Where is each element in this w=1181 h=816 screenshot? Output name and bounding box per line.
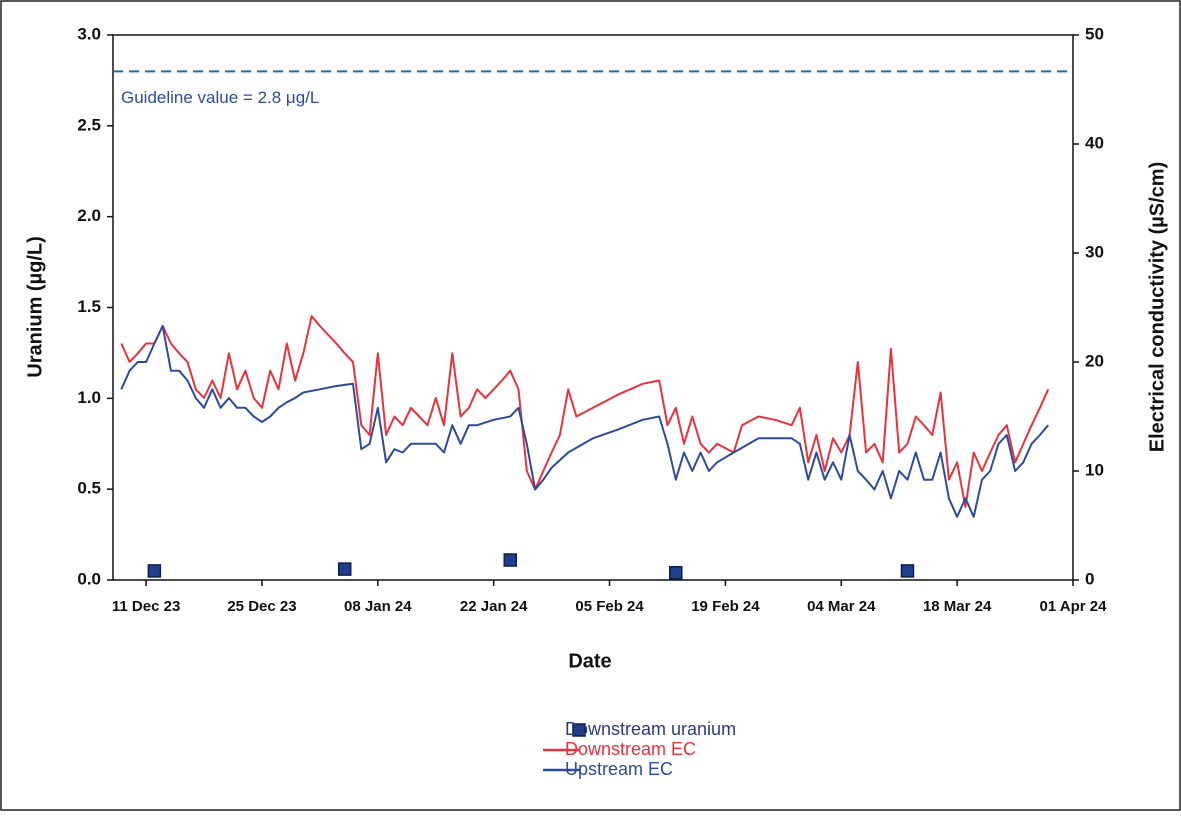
x-tick-label: 18 Mar 24 bbox=[923, 598, 992, 615]
x-tick-label: 11 Dec 23 bbox=[112, 598, 180, 615]
x-tick-label: 19 Feb 24 bbox=[691, 598, 760, 615]
y2-tick-label: 40 bbox=[1085, 133, 1104, 152]
y-axis-label: Uranium (µg/L) bbox=[24, 236, 46, 378]
y-tick-label: 0.0 bbox=[77, 569, 101, 588]
y-tick-label: 2.0 bbox=[77, 206, 101, 225]
legend-marker bbox=[572, 723, 586, 737]
y-tick-label: 1.5 bbox=[77, 297, 101, 316]
y-tick-label: 0.5 bbox=[77, 479, 101, 498]
x-tick-label: 01 Apr 24 bbox=[1040, 598, 1108, 615]
y2-tick-label: 30 bbox=[1085, 242, 1104, 261]
x-tick-label: 08 Jan 24 bbox=[344, 598, 412, 615]
legend-label: Downstream uranium bbox=[565, 719, 736, 739]
x-tick-label: 22 Jan 24 bbox=[460, 598, 528, 615]
uranium-point bbox=[669, 565, 683, 580]
x-tick-label: 25 Dec 23 bbox=[227, 598, 296, 615]
x-axis-label: Date bbox=[568, 650, 611, 672]
x-tick-label: 05 Feb 24 bbox=[575, 598, 644, 615]
uranium-point bbox=[900, 564, 915, 578]
y-tick-label: 2.5 bbox=[77, 115, 101, 134]
guideline-label: Guideline value = 2.8 μg/L bbox=[121, 88, 319, 107]
y2-tick-label: 10 bbox=[1085, 460, 1104, 479]
uranium-point bbox=[337, 562, 352, 576]
ec-line bbox=[120, 325, 1049, 518]
y2-axis-label: Electrical conductivity (µS/cm) bbox=[1146, 162, 1168, 453]
y-tick-label: 1.0 bbox=[77, 388, 101, 407]
ec-line bbox=[120, 315, 1050, 508]
y2-tick-label: 0 bbox=[1085, 569, 1094, 588]
x-tick-label: 04 Mar 24 bbox=[807, 598, 876, 615]
uranium-point bbox=[503, 553, 517, 567]
y2-tick-label: 50 bbox=[1085, 24, 1104, 43]
y2-tick-label: 20 bbox=[1085, 351, 1104, 370]
legend-label: Downstream EC bbox=[565, 739, 696, 759]
legend-label: Upstream EC bbox=[565, 759, 673, 779]
uranium-point bbox=[147, 564, 162, 578]
y-tick-label: 3.0 bbox=[77, 24, 101, 43]
